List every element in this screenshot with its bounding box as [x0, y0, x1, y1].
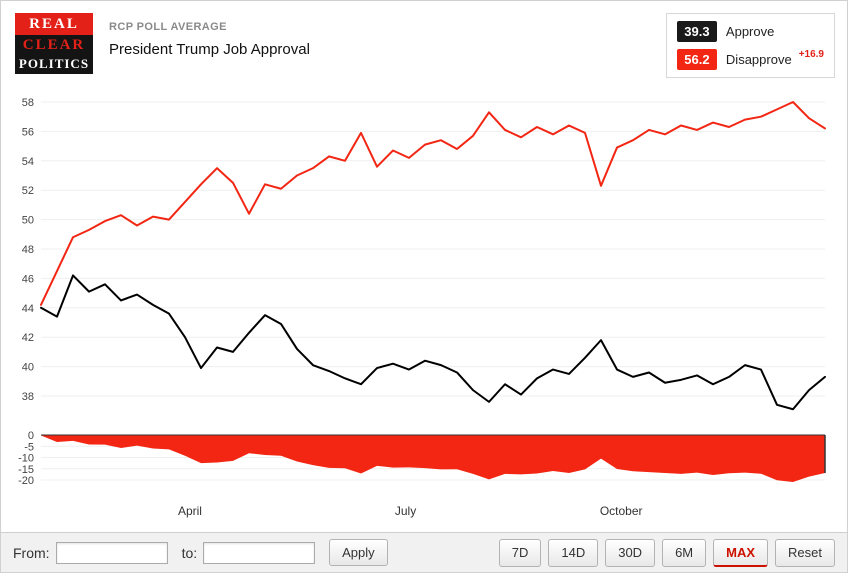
- disapprove-label: Disapprove: [725, 52, 792, 67]
- reset-button[interactable]: Reset: [775, 538, 835, 567]
- range-button-max[interactable]: MAX: [713, 538, 769, 567]
- logo-text-real: REAL: [15, 13, 93, 35]
- header: REAL CLEAR POLITICS RCP POLL AVERAGE Pre…: [1, 1, 847, 89]
- from-input[interactable]: [55, 541, 168, 564]
- svg-text:-5: -5: [24, 441, 34, 453]
- range-button-30d[interactable]: 30D: [605, 538, 656, 567]
- legend-row-disapprove: 56.2 Disapprove +16.9: [676, 49, 824, 70]
- svg-text:44: 44: [22, 303, 34, 315]
- svg-text:50: 50: [22, 215, 34, 227]
- svg-text:40: 40: [22, 362, 34, 374]
- logo-text-clear: CLEAR: [15, 35, 93, 55]
- svg-text:54: 54: [22, 156, 34, 168]
- approve-label: Approve: [725, 24, 775, 39]
- svg-text:58: 58: [22, 97, 34, 109]
- chart-area: 58 56 54 52 50 48 46 44 42 40 38 0 -5 -10 -15 -20 April J…: [1, 89, 848, 539]
- page-title: President Trump Job Approval: [109, 41, 310, 58]
- svg-text:46: 46: [22, 273, 34, 285]
- svg-text:52: 52: [22, 185, 34, 197]
- svg-text:56: 56: [22, 126, 34, 138]
- svg-text:-15: -15: [18, 464, 34, 476]
- to-label: to:: [181, 544, 198, 561]
- svg-text:October: October: [600, 504, 643, 518]
- poll-average-kicker: RCP POLL AVERAGE: [109, 21, 227, 33]
- approve-badge: 39.3: [676, 21, 717, 42]
- svg-text:July: July: [395, 504, 416, 518]
- svg-text:38: 38: [22, 391, 34, 403]
- from-label: From:: [13, 544, 50, 561]
- to-input[interactable]: [203, 541, 316, 564]
- spread-value: +16.9: [798, 49, 824, 60]
- svg-text:April: April: [178, 504, 202, 518]
- apply-button[interactable]: Apply: [329, 539, 388, 566]
- range-button-7d[interactable]: 7D: [498, 538, 542, 567]
- title-block: RCP POLL AVERAGE President Trump Job App…: [109, 13, 310, 58]
- range-button-6m[interactable]: 6M: [662, 538, 707, 567]
- legend-row-approve: 39.3 Approve: [676, 21, 824, 42]
- disapprove-badge: 56.2: [676, 49, 717, 70]
- svg-text:42: 42: [22, 332, 34, 344]
- controls-bar: From: to: Apply 7D 14D 30D 6M MAX Reset: [1, 532, 847, 572]
- logo-text-politics: POLITICS: [15, 55, 93, 74]
- svg-text:-20: -20: [18, 475, 34, 487]
- svg-text:0: 0: [28, 430, 34, 442]
- svg-text:48: 48: [22, 244, 34, 256]
- range-button-14d[interactable]: 14D: [548, 538, 599, 567]
- svg-text:-10: -10: [18, 453, 34, 465]
- rcp-logo[interactable]: REAL CLEAR POLITICS: [15, 13, 93, 74]
- approval-chart[interactable]: 58 56 54 52 50 48 46 44 42 40 38 0-5-10-15-20 April J…: [1, 89, 848, 534]
- legend: 39.3 Approve 56.2 Disapprove +16.9: [665, 13, 835, 78]
- range-button-group: 7D 14D 30D 6M MAX Reset: [498, 538, 835, 567]
